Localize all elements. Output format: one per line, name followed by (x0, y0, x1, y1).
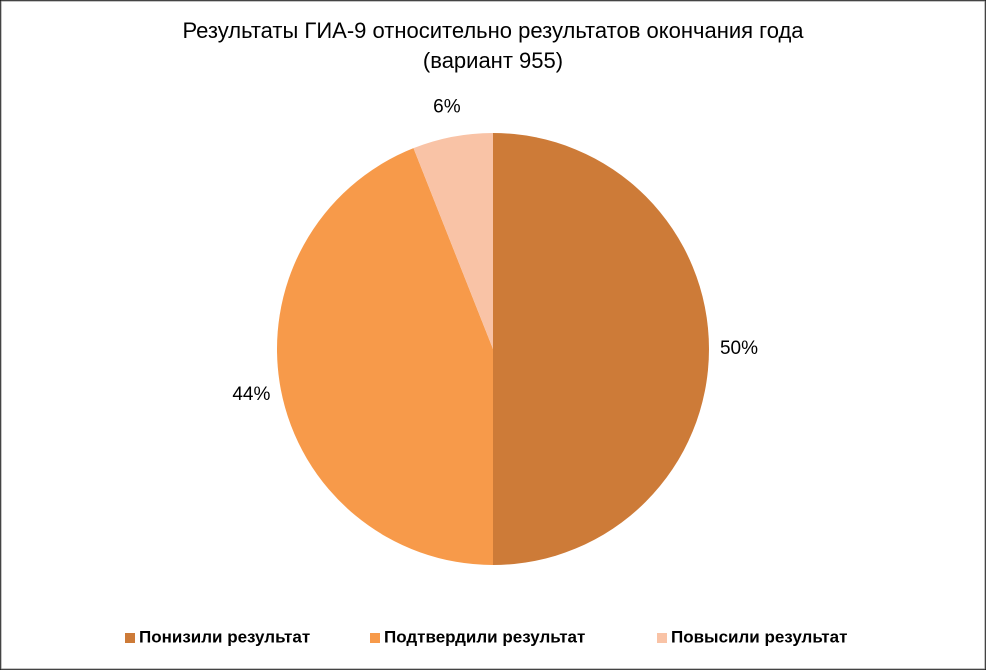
legend-swatch (125, 633, 135, 643)
pie-slice (493, 133, 709, 565)
pie-slice (277, 148, 493, 565)
legend-label: Понизили результат (139, 627, 310, 646)
legend-swatch (657, 633, 667, 643)
chart-title: Результаты ГИА-9 относительно результато… (182, 18, 804, 43)
legend-label: Подтвердили результат (384, 627, 585, 646)
data-label: 50% (720, 338, 758, 359)
legend-label: Повысили результат (671, 627, 847, 646)
data-label: 6% (433, 96, 461, 117)
legend-swatch (370, 633, 380, 643)
chart-subtitle: (вариант 955) (423, 48, 563, 73)
pie-slice (413, 133, 493, 349)
data-label: 44% (232, 384, 270, 405)
